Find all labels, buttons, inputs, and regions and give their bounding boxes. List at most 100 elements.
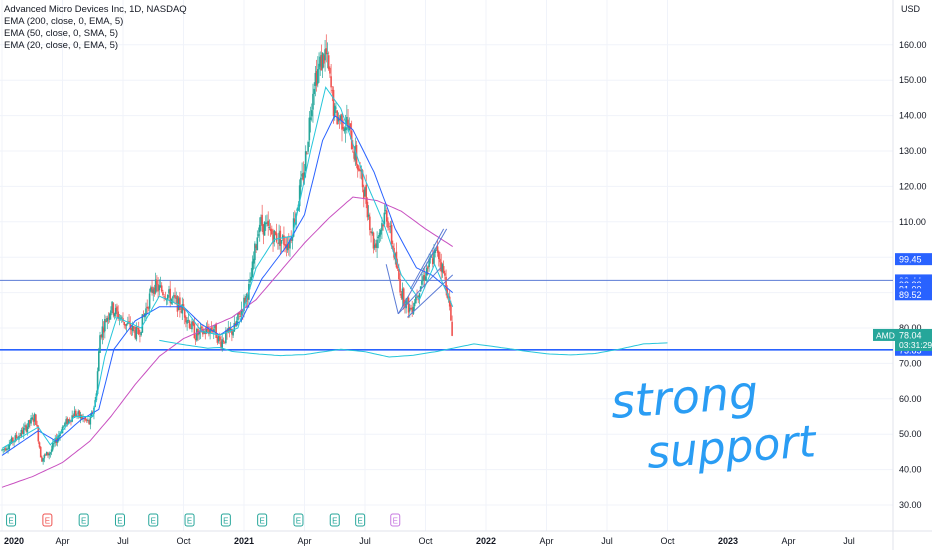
candle[interactable]: [258, 217, 261, 242]
candle[interactable]: [362, 184, 365, 208]
candle[interactable]: [254, 241, 256, 269]
ema20-line[interactable]: [1, 86, 454, 449]
candle[interactable]: [313, 82, 315, 106]
candle[interactable]: [325, 34, 328, 63]
earnings-marker[interactable]: E: [184, 513, 195, 527]
earnings-marker[interactable]: E: [78, 513, 89, 527]
candle[interactable]: [256, 230, 259, 251]
candle[interactable]: [4, 446, 7, 452]
candle[interactable]: [114, 304, 117, 319]
candle[interactable]: [217, 335, 220, 344]
candle[interactable]: [314, 65, 317, 97]
candle[interactable]: [307, 140, 309, 155]
candle[interactable]: [215, 322, 217, 339]
candle[interactable]: [267, 211, 269, 236]
candle[interactable]: [111, 300, 113, 314]
candle[interactable]: [85, 418, 88, 423]
price-tag[interactable]: 89.52: [895, 288, 932, 301]
candle[interactable]: [415, 294, 417, 304]
candle[interactable]: [49, 451, 52, 458]
candle[interactable]: [186, 316, 188, 331]
candle[interactable]: [428, 253, 430, 272]
candle[interactable]: [137, 321, 140, 336]
legend-ema20[interactable]: EMA (20, close, 0, EMA, 5): [4, 40, 119, 51]
candle[interactable]: [62, 425, 65, 428]
candle[interactable]: [146, 299, 148, 314]
candle[interactable]: [208, 323, 210, 337]
candle[interactable]: [375, 239, 377, 253]
candle[interactable]: [440, 253, 443, 281]
trend-line[interactable]: [407, 274, 454, 318]
earnings-marker[interactable]: E: [148, 513, 159, 527]
candle[interactable]: [110, 306, 112, 320]
candle[interactable]: [340, 113, 342, 125]
candle[interactable]: [139, 330, 141, 343]
candle[interactable]: [401, 282, 404, 308]
candle[interactable]: [116, 303, 118, 318]
candle[interactable]: [389, 220, 392, 234]
candle[interactable]: [123, 321, 126, 329]
candle[interactable]: [48, 451, 50, 460]
candle[interactable]: [112, 302, 115, 318]
candle[interactable]: [424, 272, 427, 281]
candle[interactable]: [64, 421, 66, 431]
candle[interactable]: [434, 248, 436, 258]
candle[interactable]: [65, 416, 67, 426]
candle[interactable]: [312, 83, 314, 123]
earnings-marker[interactable]: E: [355, 513, 366, 527]
candle[interactable]: [87, 417, 89, 423]
legend-ema50[interactable]: EMA (50, close, 0, SMA, 5): [4, 28, 119, 39]
candle[interactable]: [262, 224, 265, 245]
candle[interactable]: [266, 214, 268, 227]
trend-line[interactable]: [397, 228, 448, 315]
candle[interactable]: [326, 42, 329, 69]
candle[interactable]: [333, 103, 336, 121]
candle[interactable]: [388, 222, 390, 233]
candle[interactable]: [327, 51, 330, 71]
candle[interactable]: [55, 433, 58, 446]
candle[interactable]: [308, 111, 311, 148]
candle[interactable]: [257, 227, 260, 238]
candle[interactable]: [335, 101, 337, 113]
candle[interactable]: [160, 282, 163, 293]
trend-line[interactable]: [409, 228, 445, 290]
candle[interactable]: [382, 223, 384, 231]
candle[interactable]: [344, 114, 347, 143]
candle[interactable]: [3, 447, 6, 453]
candle[interactable]: [133, 325, 135, 333]
candle[interactable]: [140, 331, 142, 337]
candle[interactable]: [77, 409, 80, 419]
candle[interactable]: [72, 413, 75, 418]
candle[interactable]: [395, 242, 398, 269]
candle[interactable]: [71, 410, 73, 423]
candle[interactable]: [194, 334, 197, 345]
candle[interactable]: [6, 446, 8, 453]
candle[interactable]: [318, 52, 320, 83]
candle[interactable]: [98, 347, 100, 372]
legend-ema200[interactable]: EMA (200, close, 0, EMA, 5): [4, 16, 124, 27]
candle[interactable]: [36, 420, 38, 428]
candle[interactable]: [25, 423, 27, 434]
candle[interactable]: [444, 270, 446, 280]
candle[interactable]: [348, 117, 351, 132]
candle[interactable]: [371, 227, 374, 236]
candle[interactable]: [238, 311, 240, 320]
candle[interactable]: [250, 267, 253, 281]
channel-drawing[interactable]: [385, 228, 454, 318]
candle[interactable]: [376, 231, 378, 258]
candle[interactable]: [331, 86, 334, 102]
candle[interactable]: [310, 103, 313, 122]
candle[interactable]: [136, 326, 139, 334]
candle[interactable]: [260, 214, 262, 231]
candle[interactable]: [7, 444, 9, 454]
candle[interactable]: [251, 255, 254, 278]
candle[interactable]: [156, 275, 158, 292]
candle[interactable]: [99, 331, 101, 353]
candle[interactable]: [255, 243, 257, 254]
candle[interactable]: [100, 334, 103, 340]
candle[interactable]: [145, 302, 147, 322]
annotation-support[interactable]: support: [645, 416, 819, 479]
candle[interactable]: [104, 314, 106, 339]
candle[interactable]: [273, 229, 276, 247]
